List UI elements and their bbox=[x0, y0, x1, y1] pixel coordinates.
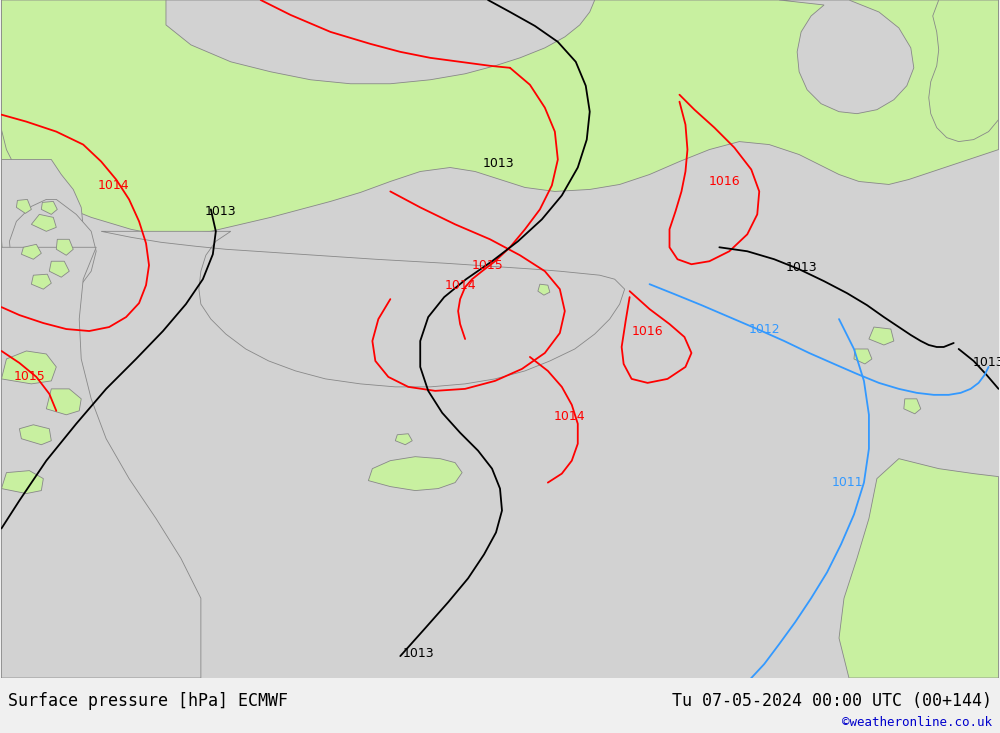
Text: Tu 07-05-2024 00:00 UTC (00+144): Tu 07-05-2024 00:00 UTC (00+144) bbox=[672, 692, 992, 710]
Polygon shape bbox=[9, 199, 96, 299]
Polygon shape bbox=[31, 274, 51, 289]
Text: 1015: 1015 bbox=[472, 259, 504, 272]
Polygon shape bbox=[166, 0, 595, 84]
Polygon shape bbox=[839, 459, 999, 678]
Text: 1016: 1016 bbox=[709, 175, 740, 188]
Polygon shape bbox=[854, 349, 872, 364]
Polygon shape bbox=[16, 199, 31, 213]
Text: 1014: 1014 bbox=[554, 410, 586, 423]
Polygon shape bbox=[21, 244, 41, 259]
Text: 1012: 1012 bbox=[748, 323, 780, 336]
Text: 1014: 1014 bbox=[444, 279, 476, 292]
Text: 1013: 1013 bbox=[785, 261, 817, 273]
Polygon shape bbox=[1, 80, 26, 229]
Polygon shape bbox=[779, 0, 914, 114]
Polygon shape bbox=[1, 0, 111, 299]
Text: 1013: 1013 bbox=[402, 647, 434, 660]
Polygon shape bbox=[368, 457, 462, 490]
Text: 1015: 1015 bbox=[13, 370, 45, 383]
Text: 1013: 1013 bbox=[482, 157, 514, 170]
Polygon shape bbox=[929, 0, 999, 141]
Polygon shape bbox=[1, 247, 201, 678]
Polygon shape bbox=[31, 214, 56, 232]
Polygon shape bbox=[1, 351, 56, 384]
Polygon shape bbox=[869, 327, 894, 345]
Text: 1013: 1013 bbox=[973, 356, 1000, 369]
Polygon shape bbox=[101, 232, 625, 387]
Polygon shape bbox=[41, 202, 57, 214]
Polygon shape bbox=[538, 284, 550, 295]
Text: Surface pressure [hPa] ECMWF: Surface pressure [hPa] ECMWF bbox=[8, 692, 288, 710]
Polygon shape bbox=[1, 471, 43, 493]
Polygon shape bbox=[1, 160, 83, 289]
Polygon shape bbox=[904, 399, 921, 414]
Text: ©weatheronline.co.uk: ©weatheronline.co.uk bbox=[842, 715, 992, 729]
Polygon shape bbox=[56, 239, 73, 255]
Text: 1014: 1014 bbox=[97, 179, 129, 192]
Text: 1016: 1016 bbox=[632, 325, 663, 337]
Polygon shape bbox=[19, 424, 51, 445]
Polygon shape bbox=[46, 389, 81, 415]
Text: 1011: 1011 bbox=[831, 476, 863, 489]
Polygon shape bbox=[395, 434, 412, 445]
Polygon shape bbox=[49, 261, 69, 277]
Polygon shape bbox=[1, 0, 999, 235]
Text: 1013: 1013 bbox=[205, 205, 237, 218]
Polygon shape bbox=[1, 0, 71, 229]
